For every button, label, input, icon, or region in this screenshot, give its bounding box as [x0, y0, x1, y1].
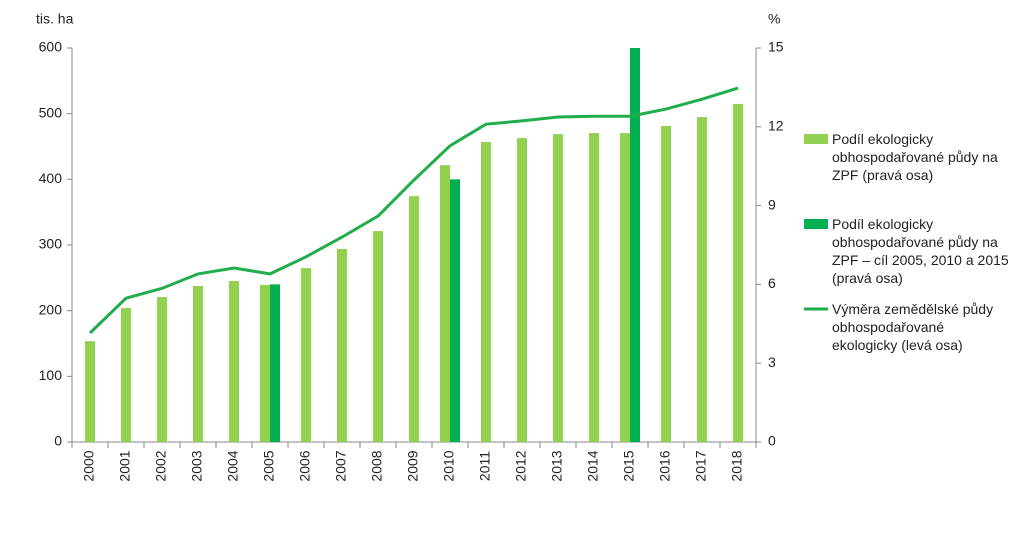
y-tick-label: 500 — [39, 104, 63, 120]
x-tick-label: 2008 — [369, 450, 385, 481]
x-tick-label: 2016 — [657, 450, 673, 481]
y-tick-label: 0 — [54, 433, 62, 449]
legend-swatch — [804, 134, 828, 144]
y2-axis-label: % — [768, 11, 780, 27]
bar — [229, 280, 239, 442]
y-tick-label: 200 — [39, 301, 63, 317]
y2-tick-label: 9 — [768, 196, 776, 212]
y2-tick-label: 15 — [768, 39, 784, 55]
legend-label: Výměra zemědělské půdy obhospodařované e… — [832, 301, 994, 353]
bar — [553, 134, 563, 442]
x-tick-label: 2006 — [297, 450, 313, 481]
x-tick-label: 2017 — [693, 450, 709, 481]
bar — [733, 103, 743, 442]
x-tick-label: 2014 — [585, 450, 601, 481]
x-tick-label: 2010 — [441, 450, 457, 481]
x-tick-label: 2015 — [621, 450, 637, 481]
x-tick-label: 2013 — [549, 450, 565, 481]
bar — [157, 297, 167, 442]
line — [88, 86, 739, 335]
x-tick-label: 2011 — [477, 451, 493, 481]
y2-tick-label: 0 — [768, 433, 776, 449]
bar — [481, 142, 491, 442]
y-axis-label: tis. ha — [36, 11, 74, 27]
x-tick-label: 2012 — [513, 450, 529, 481]
x-tick-label: 2004 — [225, 450, 241, 481]
x-tick-label: 2001 — [117, 450, 133, 481]
x-tick-label: 2003 — [189, 450, 205, 481]
legend-swatch — [804, 219, 828, 229]
legend-label: Podíl ekologicky obhospodařované půdy na… — [832, 216, 1009, 286]
x-tick-label: 2000 — [81, 450, 97, 481]
bar — [630, 48, 640, 442]
x-tick-label: 2002 — [153, 450, 169, 481]
y2-tick-label: 3 — [768, 354, 776, 370]
x-tick-label: 2005 — [261, 450, 277, 481]
bar — [517, 138, 527, 442]
bar — [373, 231, 383, 442]
y-tick-label: 100 — [39, 367, 63, 383]
bar — [450, 179, 460, 443]
y2-tick-label: 12 — [768, 118, 784, 134]
y-tick-label: 600 — [39, 39, 63, 55]
bar — [440, 165, 450, 442]
bar — [697, 117, 707, 443]
bar — [193, 285, 203, 442]
bar — [661, 126, 671, 443]
x-tick-label: 2009 — [405, 450, 421, 481]
bar — [620, 133, 630, 442]
bar — [260, 284, 270, 442]
x-tick-label: 2018 — [729, 450, 745, 481]
bar — [270, 284, 280, 442]
bar — [301, 268, 311, 442]
bar — [85, 341, 95, 442]
bar — [409, 196, 419, 442]
y2-tick-label: 6 — [768, 275, 776, 291]
bar — [121, 308, 131, 442]
bar — [589, 133, 599, 442]
legend-label: Podíl ekologicky obhospodařované půdy na… — [832, 131, 998, 183]
y-tick-label: 400 — [39, 170, 63, 186]
x-tick-label: 2007 — [333, 450, 349, 481]
bar — [337, 248, 347, 442]
y-tick-label: 300 — [39, 236, 63, 252]
